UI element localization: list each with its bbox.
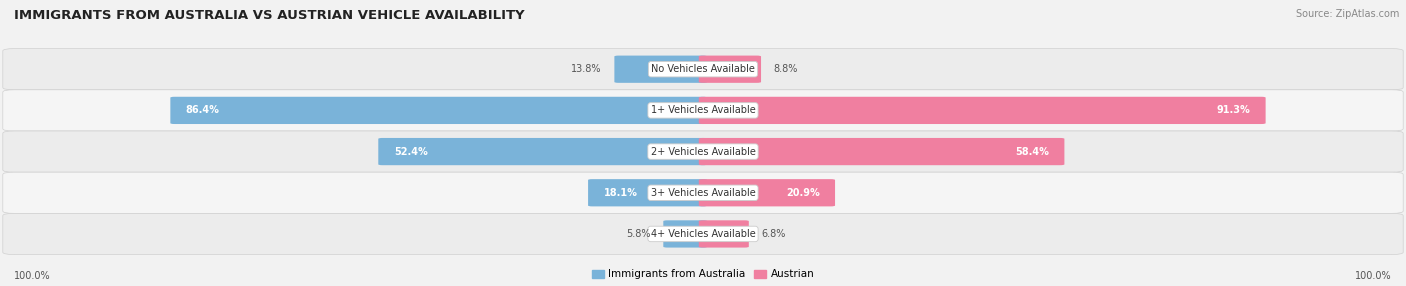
- Text: No Vehicles Available: No Vehicles Available: [651, 64, 755, 74]
- Text: 3+ Vehicles Available: 3+ Vehicles Available: [651, 188, 755, 198]
- Text: 5.8%: 5.8%: [626, 229, 651, 239]
- FancyBboxPatch shape: [3, 49, 1403, 90]
- FancyBboxPatch shape: [699, 97, 1265, 124]
- Text: 91.3%: 91.3%: [1216, 106, 1250, 115]
- Text: 20.9%: 20.9%: [786, 188, 820, 198]
- FancyBboxPatch shape: [699, 179, 835, 206]
- Text: 86.4%: 86.4%: [186, 106, 219, 115]
- Text: 1+ Vehicles Available: 1+ Vehicles Available: [651, 106, 755, 115]
- Text: 6.8%: 6.8%: [762, 229, 786, 239]
- Text: 8.8%: 8.8%: [773, 64, 799, 74]
- FancyBboxPatch shape: [699, 220, 749, 248]
- Text: Source: ZipAtlas.com: Source: ZipAtlas.com: [1295, 9, 1399, 19]
- Text: 18.1%: 18.1%: [603, 188, 637, 198]
- Text: 100.0%: 100.0%: [14, 271, 51, 281]
- FancyBboxPatch shape: [3, 213, 1403, 255]
- FancyBboxPatch shape: [3, 90, 1403, 131]
- FancyBboxPatch shape: [588, 179, 707, 206]
- Legend: Immigrants from Australia, Austrian: Immigrants from Australia, Austrian: [588, 265, 818, 284]
- FancyBboxPatch shape: [3, 172, 1403, 213]
- Text: 4+ Vehicles Available: 4+ Vehicles Available: [651, 229, 755, 239]
- FancyBboxPatch shape: [699, 138, 1064, 165]
- Text: 2+ Vehicles Available: 2+ Vehicles Available: [651, 147, 755, 156]
- Text: 58.4%: 58.4%: [1015, 147, 1049, 156]
- FancyBboxPatch shape: [664, 220, 707, 248]
- Text: 52.4%: 52.4%: [394, 147, 427, 156]
- Text: 13.8%: 13.8%: [571, 64, 602, 74]
- FancyBboxPatch shape: [378, 138, 707, 165]
- FancyBboxPatch shape: [3, 131, 1403, 172]
- FancyBboxPatch shape: [699, 55, 761, 83]
- FancyBboxPatch shape: [614, 55, 707, 83]
- Text: IMMIGRANTS FROM AUSTRALIA VS AUSTRIAN VEHICLE AVAILABILITY: IMMIGRANTS FROM AUSTRALIA VS AUSTRIAN VE…: [14, 9, 524, 21]
- FancyBboxPatch shape: [170, 97, 707, 124]
- Text: 100.0%: 100.0%: [1355, 271, 1392, 281]
